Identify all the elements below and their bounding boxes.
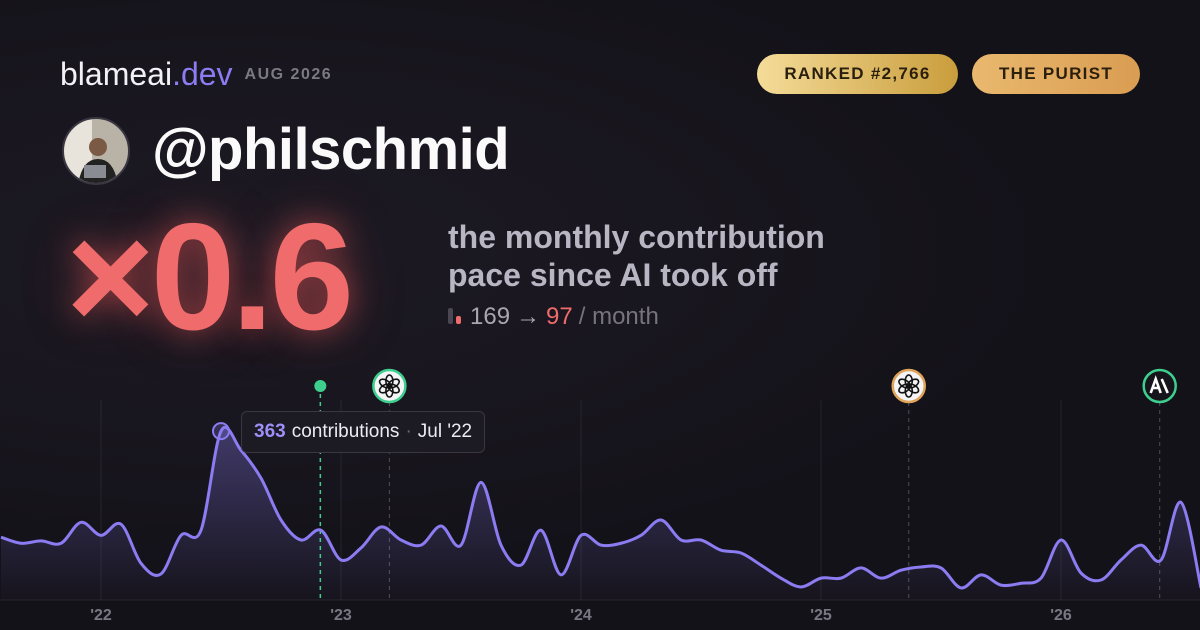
pace-before: 169 bbox=[470, 303, 511, 330]
x-tick-label: '23 bbox=[330, 607, 352, 624]
avatar bbox=[62, 117, 130, 185]
x-tick-label: '24 bbox=[570, 607, 592, 624]
multiplier: ×0.6 bbox=[66, 192, 354, 362]
marker-icon-glyph bbox=[1149, 375, 1169, 394]
brand: blameai.dev AUG 2026 bbox=[60, 56, 332, 93]
pace: 169 → 97/ month bbox=[448, 303, 665, 331]
description: the monthly contribution pace since AI t… bbox=[448, 219, 825, 293]
x-tick-label: '22 bbox=[90, 607, 112, 624]
tooltip-point bbox=[212, 422, 230, 441]
tooltip-text: contributions bbox=[291, 421, 400, 443]
marker-icon-petal bbox=[898, 378, 911, 389]
x-tick-label: '26 bbox=[1050, 607, 1072, 624]
brand-tld: .dev bbox=[172, 56, 233, 92]
event-marker bbox=[1142, 368, 1177, 600]
tooltip-date: Jul '22 bbox=[417, 421, 473, 443]
tooltip-separator: · bbox=[405, 421, 412, 443]
brand-date: AUG 2026 bbox=[244, 66, 333, 83]
handle: @philschmid bbox=[152, 117, 510, 182]
pace-after: 97 bbox=[546, 303, 573, 330]
pace-icon bbox=[448, 308, 461, 324]
area bbox=[1, 427, 1200, 600]
persona-badge: THE PURIST bbox=[972, 54, 1140, 94]
pace-arrow: → bbox=[516, 303, 541, 330]
marker-icon-bg bbox=[1142, 368, 1177, 404]
marker-icon-petal bbox=[378, 378, 392, 389]
marker-icon-bg bbox=[891, 368, 926, 404]
tooltip-value: 363 bbox=[254, 421, 286, 443]
x-tick-label: '25 bbox=[810, 607, 832, 624]
pace-unit: / month bbox=[578, 303, 659, 330]
brand-name: blameai bbox=[60, 56, 173, 92]
rank-badge: RANKED #2,766 bbox=[757, 54, 958, 94]
marker-dot bbox=[314, 380, 327, 392]
tooltip: 363 contributions · Jul '22 bbox=[241, 411, 486, 454]
event-marker bbox=[891, 368, 926, 600]
marker-icon-bg bbox=[372, 368, 407, 404]
line bbox=[0, 425, 1200, 590]
